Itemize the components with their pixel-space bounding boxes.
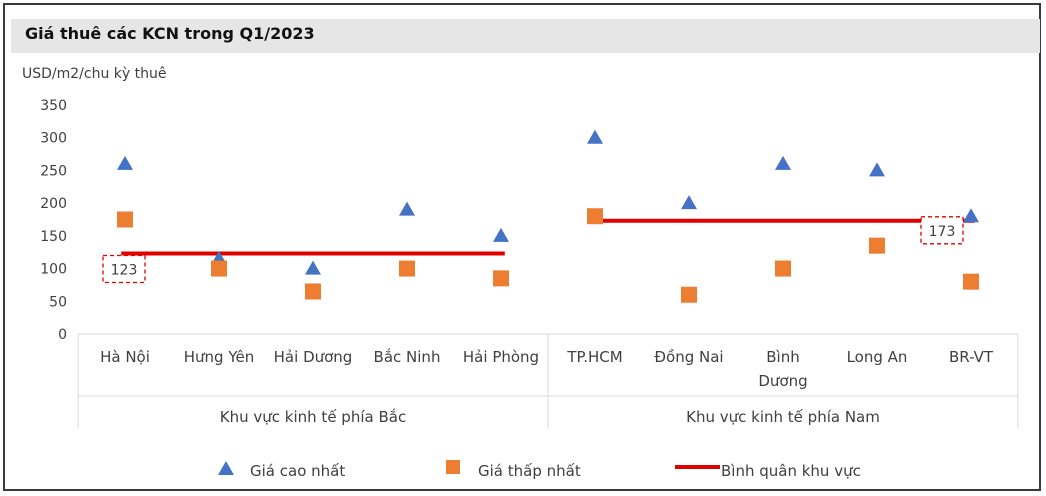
low-price-marker-long-an — [869, 237, 885, 254]
average-value-label: 173 — [929, 224, 956, 240]
legend-triangle-icon — [218, 461, 234, 475]
legend-label: Bình quân khu vực — [721, 462, 861, 480]
low-price-marker-hung-yen — [211, 260, 227, 277]
group-label: Khu vực kinh tế phía Nam — [686, 408, 880, 426]
category-label: Hà Nội — [100, 348, 150, 366]
average-lines-layer — [121, 218, 975, 256]
category-label: BR-VT — [949, 348, 994, 366]
category-label: Hưng Yên — [184, 348, 255, 366]
category-label: Hải Phòng — [463, 348, 539, 366]
y-tick-label: 100 — [40, 262, 67, 278]
category-label: Dương — [758, 372, 807, 390]
high-price-marker-long-an — [869, 162, 885, 177]
y-tick-label: 250 — [40, 163, 67, 179]
high-price-marker-ha-noi — [117, 155, 133, 170]
y-tick-label: 300 — [40, 131, 67, 147]
high-price-marker-hai-phong — [493, 227, 509, 242]
average-value-label: 123 — [111, 263, 138, 279]
chart-title: Giá thuê các KCN trong Q1/2023 — [25, 24, 315, 43]
category-label: TP.HCM — [566, 348, 622, 366]
high-price-marker-tp-hcm — [587, 129, 603, 144]
average-label-box — [102, 254, 146, 284]
high-price-marker-binh-duong — [775, 155, 791, 170]
chart-frame — [3, 3, 1041, 491]
y-tick-label: 0 — [58, 327, 67, 343]
low-price-marker-dong-nai — [681, 286, 697, 303]
low-price-marker-bac-ninh — [399, 260, 415, 277]
low-price-marker-ha-noi — [117, 211, 133, 228]
axes-layer: 0 50 100 150 200 250 300 350 Hà Nội Hưng Yên Hải D… — [40, 98, 1019, 428]
high-price-marker-dong-nai — [681, 195, 697, 210]
legend-square-icon — [446, 460, 460, 474]
title-bar: Giá thuê các KCN trong Q1/2023 — [11, 19, 1040, 53]
category-label: Bình — [766, 348, 799, 366]
category-label: Bắc Ninh — [374, 348, 441, 366]
category-label: Đồng Nai — [654, 348, 723, 366]
low-price-marker-binh-duong — [775, 260, 791, 277]
y-tick-label: 200 — [40, 196, 67, 212]
category-label: Long An — [847, 348, 908, 366]
y-tick-label: 350 — [40, 98, 67, 114]
legend-label: Giá thấp nhất — [478, 462, 581, 480]
group-label: Khu vực kinh tế phía Bắc — [220, 408, 406, 426]
low-price-marker-tp-hcm — [587, 208, 603, 225]
legend: Giá cao nhất Giá thấp nhất Bình quân khu v… — [218, 460, 861, 480]
y-tick-label: 150 — [40, 229, 67, 245]
low-price-marker-br-vt — [963, 273, 979, 290]
legend-label: Giá cao nhất — [250, 462, 345, 480]
average-label-box — [920, 216, 964, 245]
y-tick-label: 50 — [49, 294, 67, 310]
data-points-layer: 123 173 — [102, 129, 979, 303]
high-price-marker-hai-duong — [305, 260, 321, 275]
low-price-marker-hai-duong — [305, 283, 321, 300]
category-label: Hải Dương — [274, 348, 353, 366]
high-price-marker-br-vt — [963, 208, 979, 223]
high-price-marker-bac-ninh — [399, 201, 415, 216]
low-price-marker-hai-phong — [493, 270, 509, 287]
y-axis-label: USD/m2/chu kỳ thuê — [22, 66, 166, 82]
